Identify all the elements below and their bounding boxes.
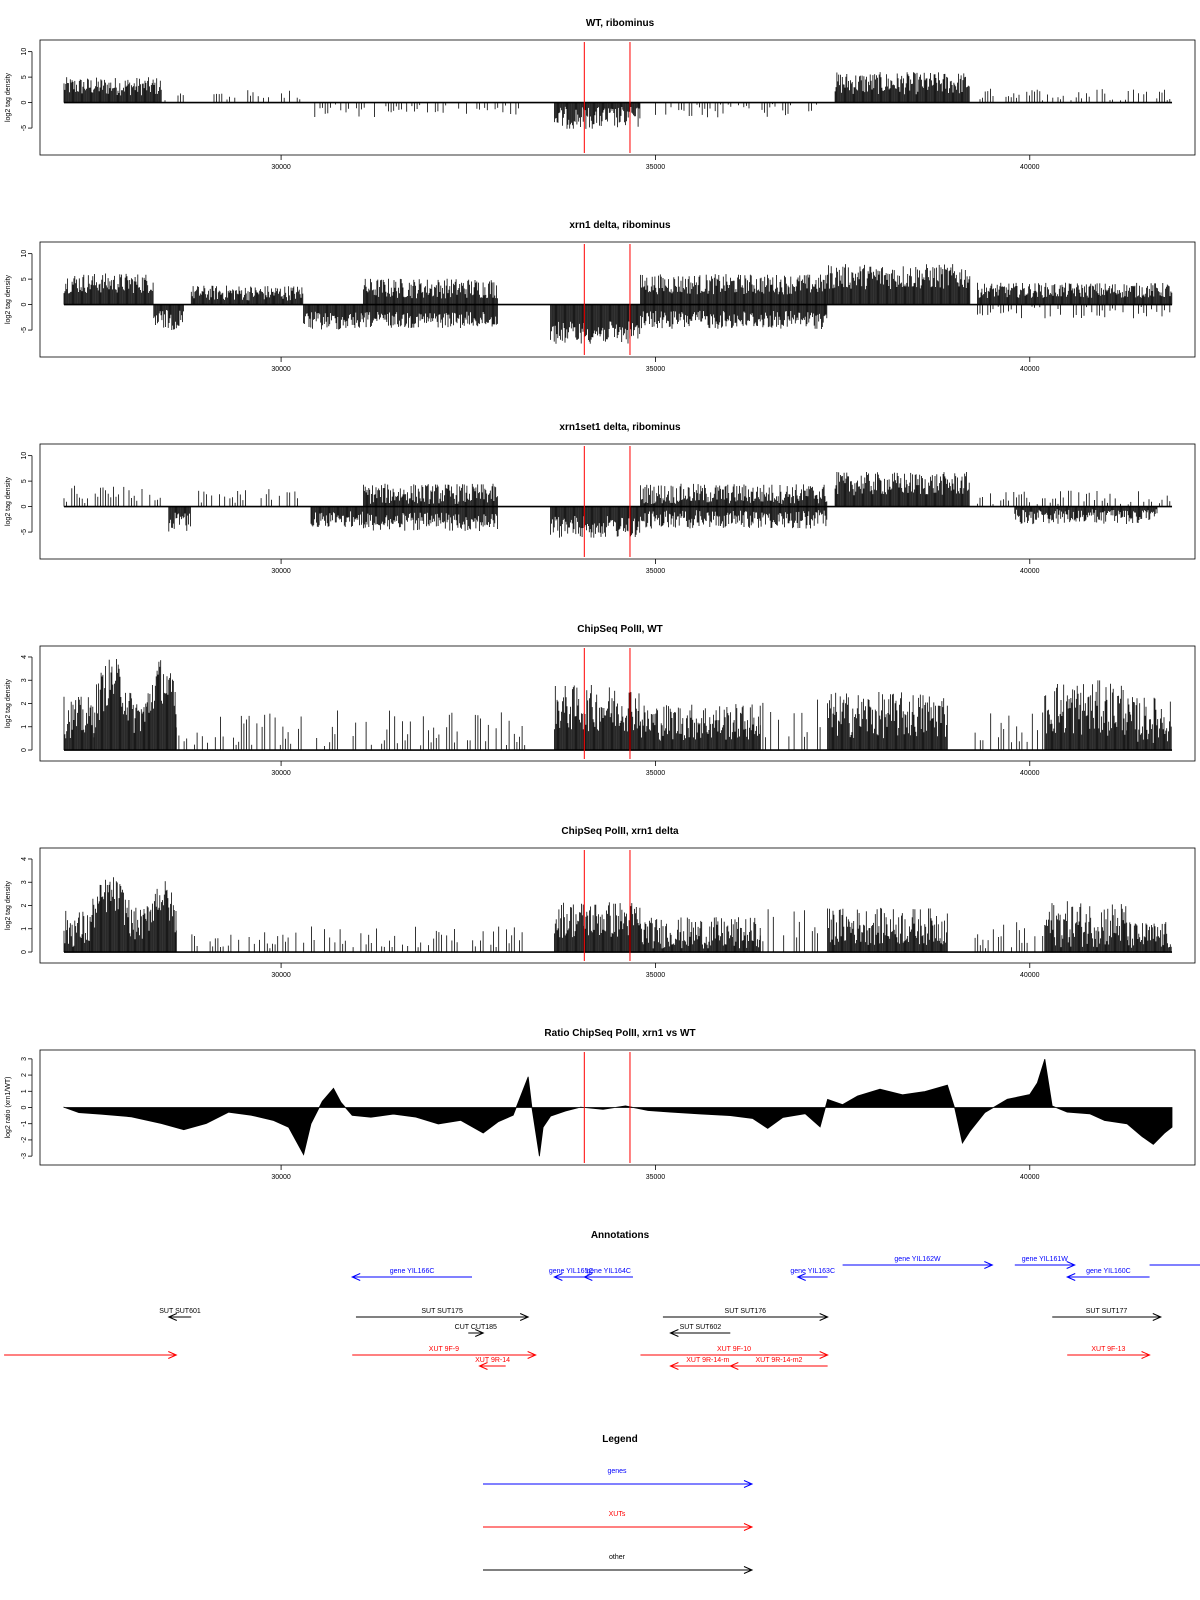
y-tick-label: 2 [21, 701, 28, 705]
panel-2: xrn1 delta, ribominus -5 0 5 10 log2 tag dens… [5, 220, 1196, 373]
x-tick-label: 30000 [271, 164, 291, 171]
x-tick-label: 40000 [1020, 972, 1040, 979]
x-tick-label: 30000 [271, 770, 291, 777]
panel-title: ChipSeq PolII, WT [577, 624, 663, 635]
y-tick-label: -2 [21, 1137, 28, 1143]
x-tick-label: 35000 [646, 366, 666, 373]
y-tick-label: 1 [21, 927, 28, 931]
plot-frame [39, 1049, 1196, 1166]
y-tick-label: 0 [21, 101, 28, 105]
panel-3: xrn1set1 delta, ribominus -5 0 5 10 log2 tag … [5, 422, 1196, 575]
x-tick-label: 30000 [271, 972, 291, 979]
y-axis-label: log2 tag density [5, 880, 12, 930]
x-tick-label: 40000 [1020, 366, 1040, 373]
y-axis-label: log2 tag density [5, 678, 12, 728]
x-tick-label: 40000 [1020, 164, 1040, 171]
panel-1: WT, ribominus -5 0 5 10 log2 tag density 30000… [5, 18, 1196, 171]
y-tick-label: 5 [21, 479, 28, 483]
panel-title: WT, ribominus [586, 18, 655, 29]
y-axis-label: log2 tag density [5, 274, 12, 324]
plot-frame [39, 443, 1196, 560]
x-tick-label: 35000 [646, 972, 666, 979]
y-axis-label: log2 tag density [5, 72, 12, 122]
panel-title: xrn1 delta, ribominus [569, 220, 671, 231]
x-tick-label: 35000 [646, 568, 666, 575]
x-tick-label: 30000 [271, 366, 291, 373]
plot-frame [39, 241, 1196, 358]
series-bars [63, 659, 1173, 751]
panel-4: ChipSeq PolII, WT 0 1 2 3 4 log2 tag density 30… [5, 624, 1196, 777]
x-tick-label: 40000 [1020, 568, 1040, 575]
panel-6: Ratio ChipSeq PolII, xrn1 vs WT -3 -2 -1 0 1 2… [5, 1028, 1196, 1181]
panel-5: ChipSeq PolII, xrn1 delta 0 1 2 3 4 log2 tag d… [5, 826, 1196, 979]
y-tick-label: -1 [21, 1120, 28, 1126]
panel-title: ChipSeq PolII, xrn1 delta [561, 826, 679, 837]
y-tick-label: 2 [21, 1073, 28, 1077]
y-tick-label: 0 [21, 505, 28, 509]
y-axis-label: log2 tag density [5, 476, 12, 526]
y-tick-label: -5 [21, 327, 28, 333]
y-tick-label: 4 [21, 655, 28, 659]
series-bars [63, 72, 1173, 129]
series-bars [63, 264, 1173, 344]
y-tick-label: 10 [21, 48, 28, 56]
y-tick-label: 0 [21, 303, 28, 307]
plot-frame [39, 645, 1196, 762]
y-axis-label: log2 ratio (xrn1/WT) [5, 1077, 12, 1139]
plot-frame [39, 847, 1196, 964]
y-tick-label: 0 [21, 1105, 28, 1109]
x-tick-label: 30000 [271, 1174, 291, 1181]
x-tick-label: 35000 [646, 770, 666, 777]
y-tick-label: 2 [21, 903, 28, 907]
plot-frame [39, 39, 1196, 156]
y-tick-label: 5 [21, 277, 28, 281]
y-tick-label: -5 [21, 529, 28, 535]
series-bars [63, 472, 1173, 538]
y-tick-label: 1 [21, 725, 28, 729]
y-tick-label: 3 [21, 678, 28, 682]
y-tick-label: -3 [21, 1153, 28, 1159]
y-tick-label: 5 [21, 75, 28, 79]
y-tick-label: 10 [21, 250, 28, 258]
y-tick-label: 3 [21, 1057, 28, 1061]
x-tick-label: 30000 [271, 568, 291, 575]
y-tick-label: 0 [21, 748, 28, 752]
y-tick-label: 0 [21, 950, 28, 954]
y-tick-label: -5 [21, 125, 28, 131]
x-tick-label: 35000 [646, 164, 666, 171]
y-tick-label: 3 [21, 880, 28, 884]
x-tick-label: 40000 [1020, 770, 1040, 777]
x-tick-label: 35000 [646, 1174, 666, 1181]
panel-title: Ratio ChipSeq PolII, xrn1 vs WT [544, 1028, 695, 1039]
y-tick-label: 10 [21, 452, 28, 460]
series-bars [63, 877, 1173, 953]
y-tick-label: 4 [21, 857, 28, 861]
y-tick-label: 1 [21, 1089, 28, 1093]
panel-title: xrn1set1 delta, ribominus [559, 422, 681, 433]
